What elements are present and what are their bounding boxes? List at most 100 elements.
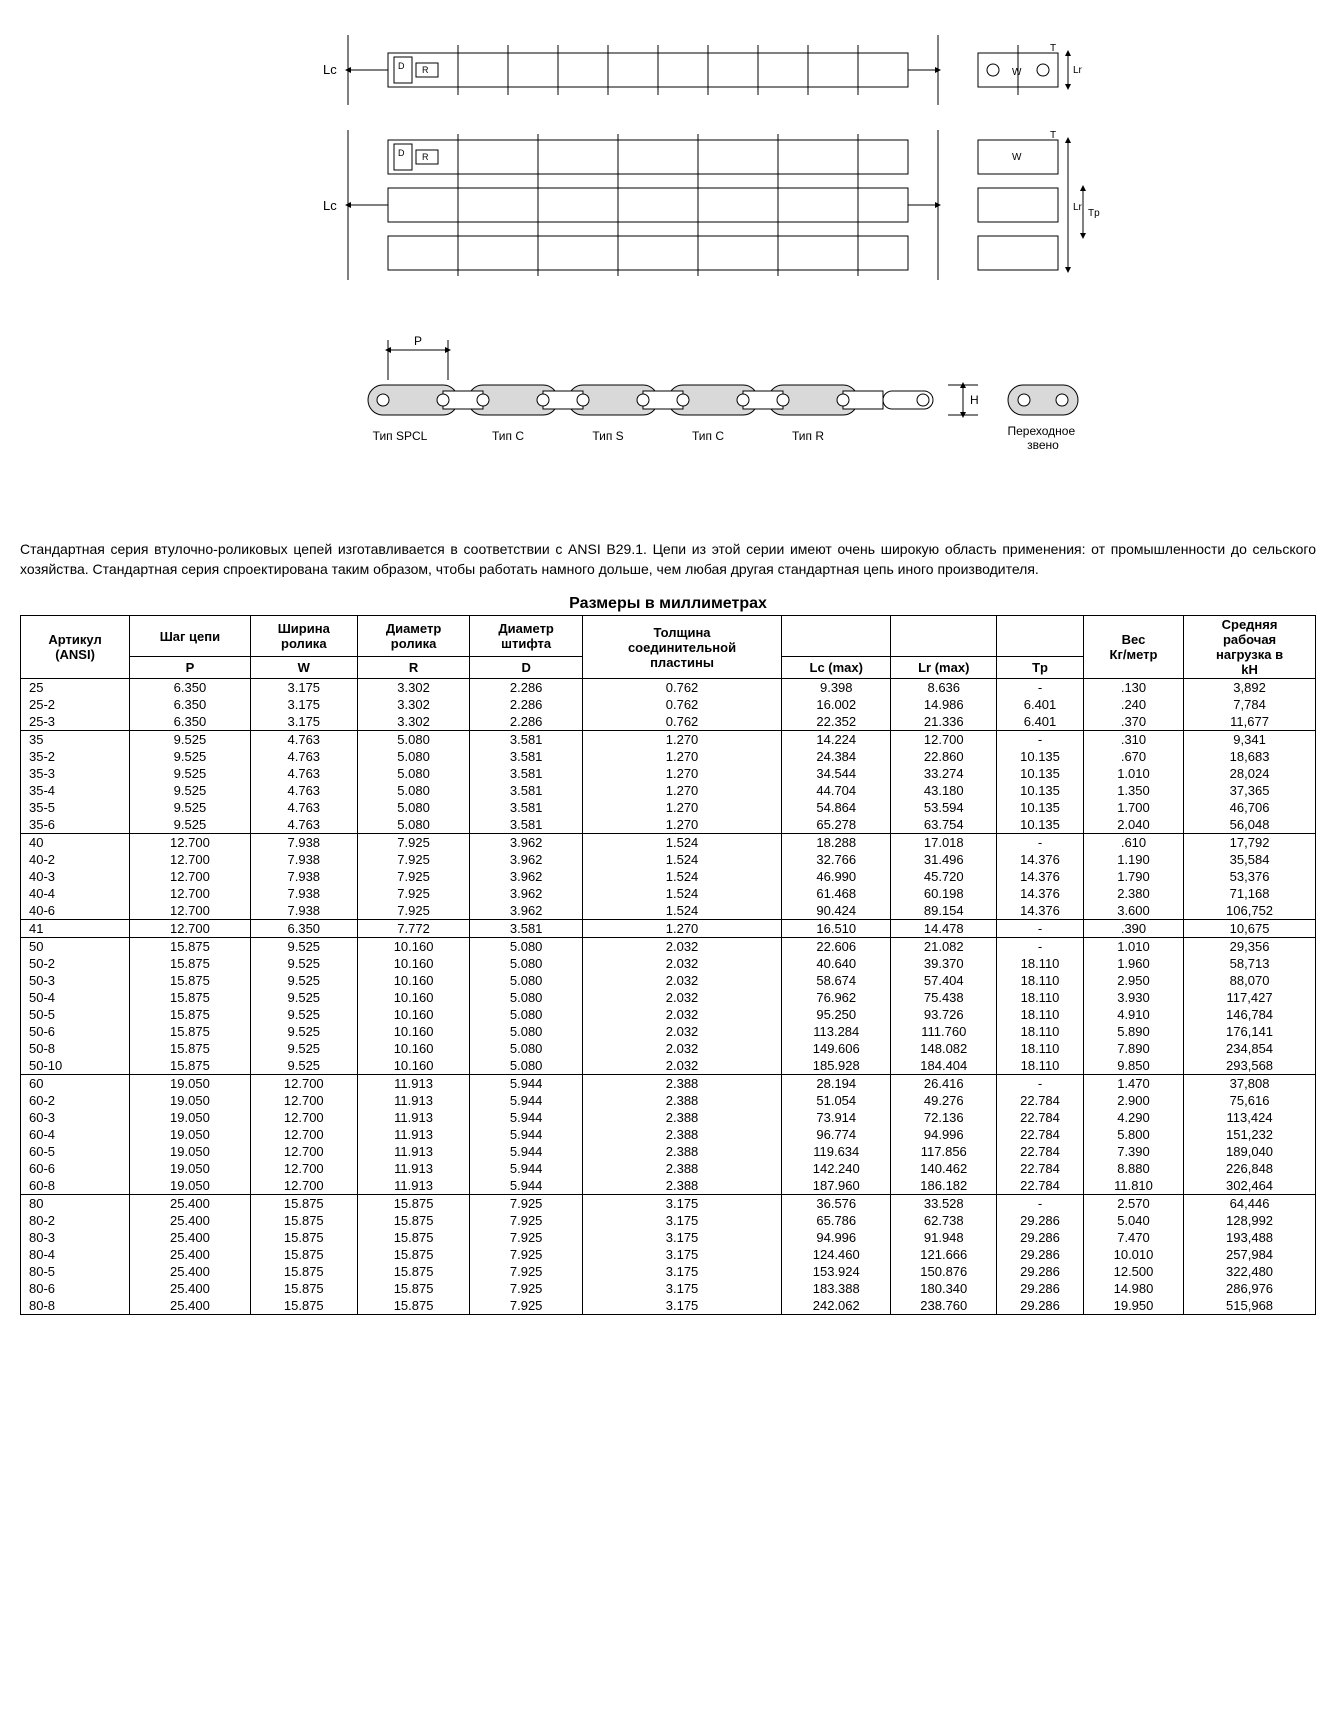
table-cell: 7.925 (470, 1195, 583, 1213)
table-cell: 45.720 (891, 868, 997, 885)
table-cell: 29.286 (997, 1280, 1084, 1297)
table-cell: 151,232 (1184, 1126, 1316, 1143)
table-cell: 11.913 (357, 1177, 470, 1195)
table-cell: 80-8 (21, 1297, 130, 1315)
table-cell: 10.160 (357, 989, 470, 1006)
table-cell: 53,376 (1184, 868, 1316, 885)
type-s: Тип S (592, 429, 623, 443)
table-cell: 9.525 (130, 816, 251, 834)
table-cell: 11.913 (357, 1109, 470, 1126)
table-cell: 6.401 (997, 696, 1084, 713)
table-cell: 153.924 (782, 1263, 891, 1280)
table-cell: 15.875 (357, 1263, 470, 1280)
table-cell: 14.376 (997, 868, 1084, 885)
table-cell: 15.875 (130, 1040, 251, 1057)
table-cell: 0.762 (582, 713, 781, 731)
table-cell: 238.760 (891, 1297, 997, 1315)
table-cell: 5.944 (470, 1143, 583, 1160)
table-cell: .670 (1083, 748, 1183, 765)
table-cell: 10.160 (357, 1006, 470, 1023)
col-header: Толщинасоединительнойпластины (582, 616, 781, 679)
table-cell: 2.032 (582, 955, 781, 972)
table-cell: 32.766 (782, 851, 891, 868)
table-cell: 3,892 (1184, 679, 1316, 697)
table-cell: 12.700 (250, 1126, 357, 1143)
table-cell: 5.890 (1083, 1023, 1183, 1040)
table-cell: 5.944 (470, 1126, 583, 1143)
table-cell: 1.524 (582, 885, 781, 902)
table-cell: 322,480 (1184, 1263, 1316, 1280)
table-cell: 3.962 (470, 885, 583, 902)
table-cell: 35 (21, 731, 130, 749)
table-cell: 54.864 (782, 799, 891, 816)
type-spcl: Тип SPCL (373, 429, 428, 443)
table-cell: 3.600 (1083, 902, 1183, 920)
table-cell: 113,424 (1184, 1109, 1316, 1126)
table-row: 50-515.8759.52510.1605.0802.03295.25093.… (21, 1006, 1316, 1023)
table-cell: 2.032 (582, 1006, 781, 1023)
table-cell: 14.376 (997, 885, 1084, 902)
table-cell: 1.524 (582, 851, 781, 868)
table-cell: 19.050 (130, 1092, 251, 1109)
table-row: 50-615.8759.52510.1605.0802.032113.28411… (21, 1023, 1316, 1040)
table-row: 60-419.05012.70011.9135.9442.38896.77494… (21, 1126, 1316, 1143)
table-cell: 89.154 (891, 902, 997, 920)
table-cell: 22.784 (997, 1126, 1084, 1143)
table-cell: 21.082 (891, 938, 997, 956)
table-cell: 117,427 (1184, 989, 1316, 1006)
table-cell: 1.700 (1083, 799, 1183, 816)
table-cell: 5.080 (357, 748, 470, 765)
table-cell: 6.350 (130, 679, 251, 697)
table-cell: 35-3 (21, 765, 130, 782)
table-cell: 49.276 (891, 1092, 997, 1109)
table-cell: 25.400 (130, 1195, 251, 1213)
col-subheader: D (470, 656, 583, 678)
table-cell: 7.925 (470, 1297, 583, 1315)
table-cell: 5.080 (470, 1023, 583, 1040)
col-header: Диаметрролика (357, 616, 470, 657)
table-cell: 5.080 (357, 816, 470, 834)
table-cell: 2.286 (470, 679, 583, 697)
table-cell: 119.634 (782, 1143, 891, 1160)
table-row: 40-312.7007.9387.9253.9621.52446.99045.7… (21, 868, 1316, 885)
table-cell: 90.424 (782, 902, 891, 920)
table-cell: 24.384 (782, 748, 891, 765)
table-cell: 25.400 (130, 1263, 251, 1280)
table-cell: 242.062 (782, 1297, 891, 1315)
table-cell: 53.594 (891, 799, 997, 816)
table-cell: 9.525 (250, 1006, 357, 1023)
table-cell: .370 (1083, 713, 1183, 731)
table-cell: .240 (1083, 696, 1183, 713)
table-cell: 3.302 (357, 713, 470, 731)
table-cell: 3.175 (582, 1263, 781, 1280)
table-cell: 1.790 (1083, 868, 1183, 885)
table-cell: 5.080 (357, 765, 470, 782)
table-cell: 9.525 (250, 938, 357, 956)
table-cell: 31.496 (891, 851, 997, 868)
table-cell: 12.700 (250, 1075, 357, 1093)
table-cell: 7.925 (357, 885, 470, 902)
table-cell: 18,683 (1184, 748, 1316, 765)
table-cell: 18.110 (997, 955, 1084, 972)
table-cell: 5.944 (470, 1160, 583, 1177)
table-cell: 80-2 (21, 1212, 130, 1229)
table-cell: 2.388 (582, 1160, 781, 1177)
table-row: 25-26.3503.1753.3022.2860.76216.00214.98… (21, 696, 1316, 713)
table-row: 35-69.5254.7635.0803.5811.27065.27863.75… (21, 816, 1316, 834)
table-cell: 7.938 (250, 902, 357, 920)
table-cell: 3.581 (470, 765, 583, 782)
table-row: 80-325.40015.87515.8757.9253.17594.99691… (21, 1229, 1316, 1246)
table-cell: 2.388 (582, 1126, 781, 1143)
table-cell: 150.876 (891, 1263, 997, 1280)
table-cell: 2.900 (1083, 1092, 1183, 1109)
table-cell: 1.270 (582, 731, 781, 749)
table-cell: 19.050 (130, 1160, 251, 1177)
table-cell: 14.986 (891, 696, 997, 713)
table-cell: 15.875 (130, 1006, 251, 1023)
table-cell: 60.198 (891, 885, 997, 902)
table-cell: 15.875 (357, 1246, 470, 1263)
table-cell: 5.944 (470, 1177, 583, 1195)
table-cell: 3.581 (470, 799, 583, 816)
table-row: 80-225.40015.87515.8757.9253.17565.78662… (21, 1212, 1316, 1229)
table-cell: 29.286 (997, 1297, 1084, 1315)
